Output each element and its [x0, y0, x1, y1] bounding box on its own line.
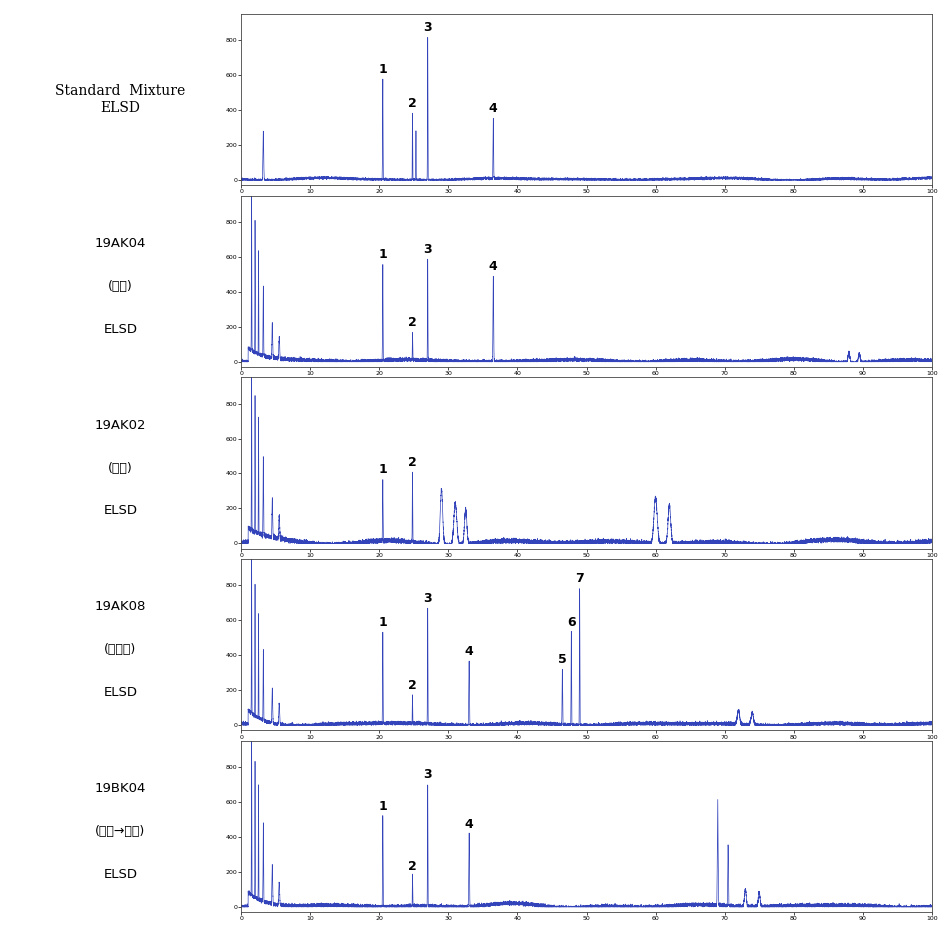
Text: 1: 1: [378, 63, 387, 76]
Text: (더덕): (더덕): [108, 462, 132, 475]
Text: 4: 4: [464, 645, 474, 658]
Text: 2: 2: [408, 456, 417, 469]
Text: 2: 2: [408, 317, 417, 330]
Text: 4: 4: [489, 102, 498, 115]
Text: 2: 2: [408, 860, 417, 873]
Text: 3: 3: [424, 769, 432, 782]
Text: ELSD: ELSD: [103, 323, 137, 336]
Text: 6: 6: [567, 616, 575, 629]
Text: 3: 3: [424, 592, 432, 605]
Text: 2: 2: [408, 97, 417, 110]
Text: 19BK04: 19BK04: [95, 782, 146, 795]
Text: ELSD: ELSD: [103, 868, 137, 881]
Text: (제니→사삼): (제니→사삼): [96, 825, 146, 838]
Text: Standard  Mixture
ELSD: Standard Mixture ELSD: [55, 84, 185, 115]
Text: 7: 7: [575, 572, 584, 585]
Text: 1: 1: [378, 248, 387, 261]
Text: 19AK08: 19AK08: [95, 600, 146, 614]
Text: 5: 5: [558, 653, 567, 666]
Text: 3: 3: [424, 243, 432, 256]
Text: 4: 4: [464, 818, 474, 831]
Text: 1: 1: [378, 616, 387, 629]
Text: 1: 1: [378, 799, 387, 812]
Text: 1: 1: [378, 463, 387, 476]
Text: (포사삼): (포사삼): [104, 644, 136, 657]
Text: 19AK02: 19AK02: [95, 419, 146, 432]
Text: 19AK04: 19AK04: [95, 237, 146, 250]
Text: ELSD: ELSD: [103, 686, 137, 699]
Text: 2: 2: [408, 679, 417, 692]
Text: 4: 4: [489, 260, 498, 273]
Text: 3: 3: [424, 21, 432, 34]
Text: (사삼): (사삼): [108, 280, 132, 293]
Text: ELSD: ELSD: [103, 505, 137, 518]
